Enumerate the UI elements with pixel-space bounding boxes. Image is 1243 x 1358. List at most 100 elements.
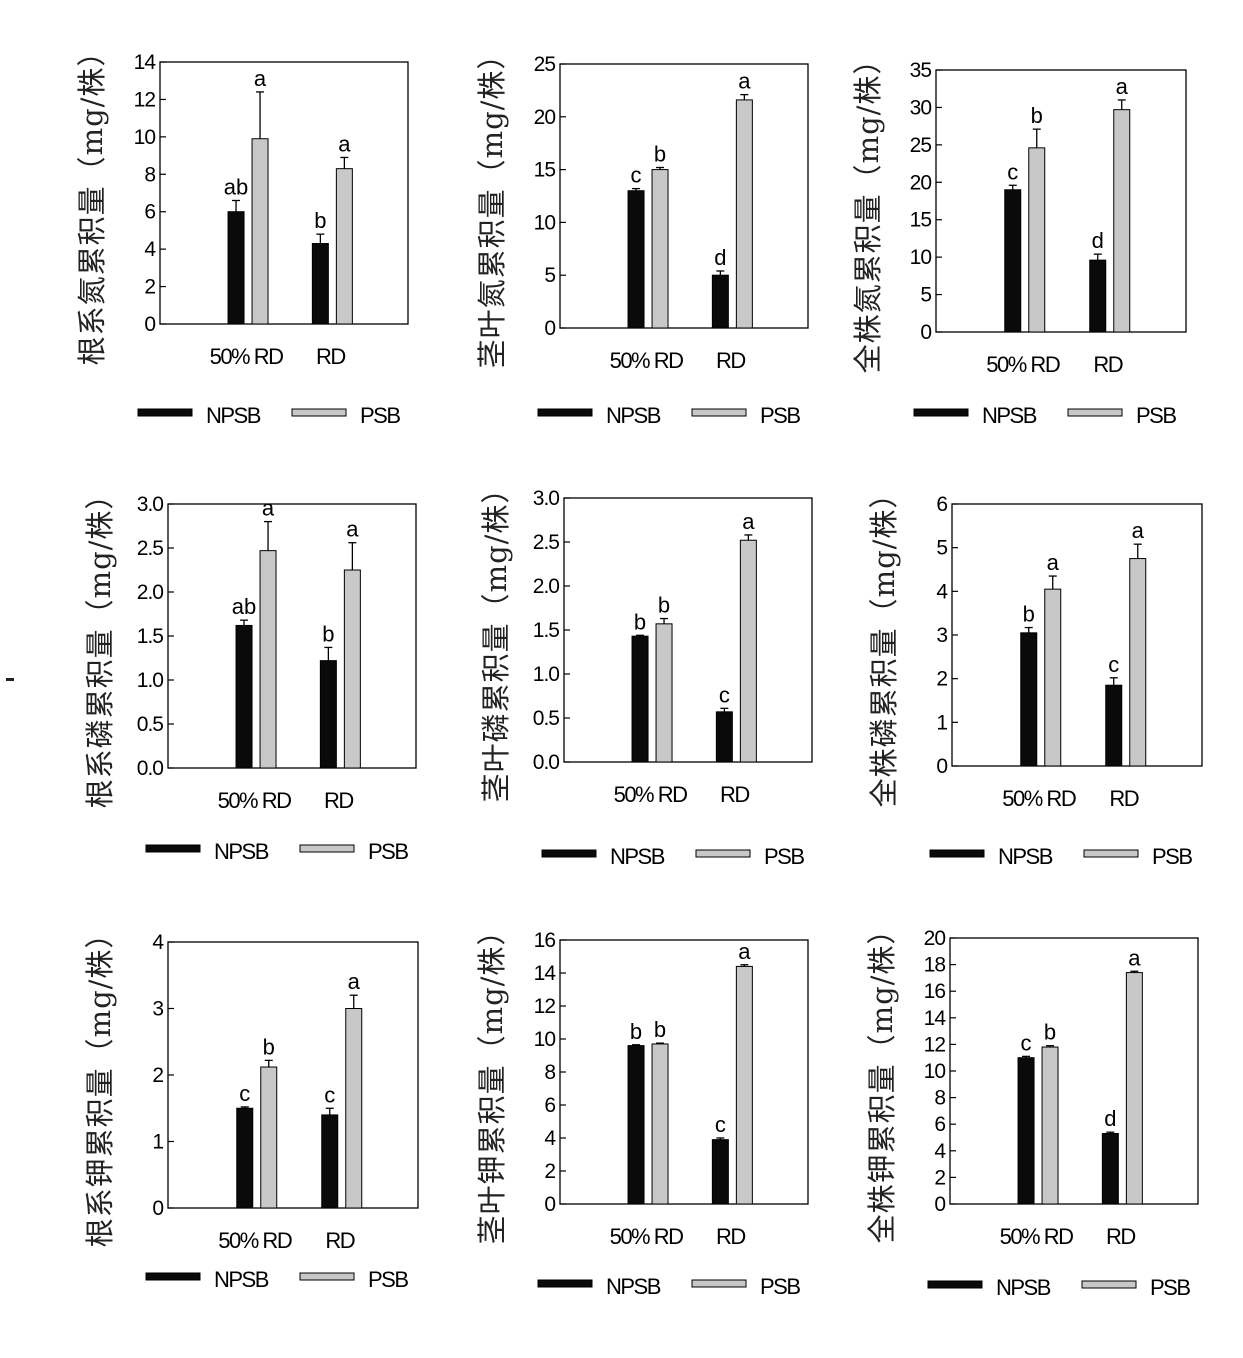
legend-label-psb: PSB (764, 844, 804, 869)
legend-label-npsb: NPSB (606, 1274, 661, 1299)
y-tick-label: 5 (544, 264, 555, 287)
y-axis-label: 全株磷累积量（mg/株） (867, 479, 901, 808)
bar-psb-1 (260, 1066, 278, 1209)
y-tick-label: 30 (910, 96, 932, 119)
y-axis-label: 根系磷累积量（mg/株） (83, 480, 117, 809)
legend-label-psb: PSB (760, 403, 800, 428)
y-tick-label: 5 (936, 537, 947, 560)
y-tick-label: 10 (134, 126, 156, 149)
legend-swatch-psb (691, 1279, 747, 1288)
y-tick-label: 0 (544, 1193, 555, 1216)
bar-psb-2 (1125, 972, 1143, 1205)
y-tick-label: 2.5 (533, 531, 560, 554)
y-tick-label: 18 (924, 954, 946, 977)
bar-psb-2 (343, 569, 361, 769)
significance-letter: b (654, 1017, 666, 1042)
significance-letter: b (314, 208, 326, 233)
y-tick-label: 2 (152, 1064, 163, 1087)
significance-letter: a (1132, 518, 1145, 543)
y-tick-label: 14 (134, 51, 157, 74)
legend-swatch-npsb (145, 844, 201, 853)
y-tick-label: 16 (924, 980, 946, 1003)
y-tick-label: 1.0 (137, 669, 164, 692)
legend-label-psb: PSB (368, 1267, 408, 1292)
legend-label-npsb: NPSB (998, 844, 1053, 869)
x-category-label: 50% RD (614, 782, 688, 807)
y-tick-label: 0 (144, 313, 155, 336)
y-tick-label: 3 (152, 998, 163, 1021)
y-tick-label: 8 (934, 1087, 945, 1110)
bar-npsb-1 (1017, 1057, 1035, 1205)
legend-label-npsb: NPSB (206, 403, 261, 428)
chart-panel-3: 0 5 10 15 20 25 30 35 全株氮累积量（mg/株） c b 50% RD d a RD NP… (851, 45, 1187, 428)
y-tick-label: 3.0 (137, 493, 164, 516)
bar-psb-2 (1129, 558, 1147, 767)
bar-psb-2 (735, 99, 753, 329)
significance-letter: c (1108, 652, 1119, 677)
bar-psb-2 (739, 539, 757, 763)
bar-psb-2 (735, 965, 753, 1205)
y-tick-label: 0 (920, 321, 931, 344)
y-tick-label: 2.0 (137, 581, 164, 604)
y-tick-label: 0.5 (533, 707, 560, 730)
x-category-label: 50% RD (1002, 786, 1076, 811)
bar-npsb-1 (631, 635, 649, 763)
x-category-label: RD (1109, 786, 1138, 811)
y-tick-label: 3.0 (533, 487, 560, 510)
y-tick-label: 2 (144, 276, 155, 299)
y-tick-label: 12 (134, 88, 156, 111)
significance-letter: a (1047, 550, 1060, 575)
bar-npsb-2 (711, 274, 729, 329)
y-tick-label: 4 (544, 1127, 556, 1150)
plot-frame (951, 503, 1203, 767)
plot-frame (167, 503, 417, 769)
bar-npsb-2 (321, 1114, 339, 1209)
legend-label-psb: PSB (1152, 844, 1192, 869)
y-tick-label: 25 (910, 134, 932, 157)
significance-letter: b (1023, 602, 1035, 627)
plot-frame (159, 61, 409, 325)
y-tick-label: 6 (934, 1113, 945, 1136)
bar-psb-1 (1028, 147, 1046, 333)
y-tick-label: 0.0 (533, 751, 560, 774)
chart-panel-5: 0.0 0.5 1.0 1.5 2.0 2.5 3.0 茎叶磷累积量（mg/株） bb 50% R… (479, 474, 813, 869)
x-category-label: 50% RD (610, 348, 684, 373)
legend-label-npsb: NPSB (214, 1267, 269, 1292)
legend-label-npsb: NPSB (606, 403, 661, 428)
x-category-label: 50% RD (218, 788, 292, 813)
y-tick-label: 1 (152, 1131, 163, 1154)
significance-letter: c (239, 1081, 250, 1106)
bar-npsb-1 (235, 624, 253, 769)
y-tick-label: 6 (936, 493, 947, 516)
bar-npsb-1 (1020, 632, 1038, 767)
y-tick-label: 4 (144, 238, 156, 261)
y-tick-label: 14 (534, 962, 557, 985)
x-category-label: RD (316, 344, 345, 369)
y-tick-label: 2 (544, 1160, 555, 1183)
legend-swatch-npsb (541, 849, 597, 858)
bar-npsb-1 (227, 211, 245, 325)
y-tick-label: 16 (534, 929, 556, 952)
significance-letter: a (254, 66, 267, 91)
y-tick-label: 1.5 (533, 619, 560, 642)
legend-swatch-npsb (537, 408, 593, 417)
legend-swatch-npsb (913, 408, 969, 417)
bar-npsb-2 (715, 711, 733, 763)
bar-npsb-2 (311, 243, 329, 325)
bar-psb-1 (251, 138, 269, 325)
legend-label-psb: PSB (1136, 403, 1176, 428)
y-tick-label: 0 (936, 755, 947, 778)
y-tick-label: 1.0 (533, 663, 560, 686)
legend-label-psb: PSB (360, 403, 400, 428)
significance-letter: ab (232, 594, 256, 619)
significance-letter: a (346, 517, 359, 542)
y-axis-label: 全株氮累积量（mg/株） (851, 45, 885, 374)
y-tick-label: 10 (534, 211, 556, 234)
y-tick-label: 0 (934, 1193, 945, 1216)
significance-letter: b (263, 1034, 275, 1059)
significance-letter: a (738, 69, 751, 94)
y-tick-label: 2.5 (137, 537, 164, 560)
legend-swatch-psb (291, 408, 347, 417)
legend-swatch-npsb (927, 1280, 983, 1289)
